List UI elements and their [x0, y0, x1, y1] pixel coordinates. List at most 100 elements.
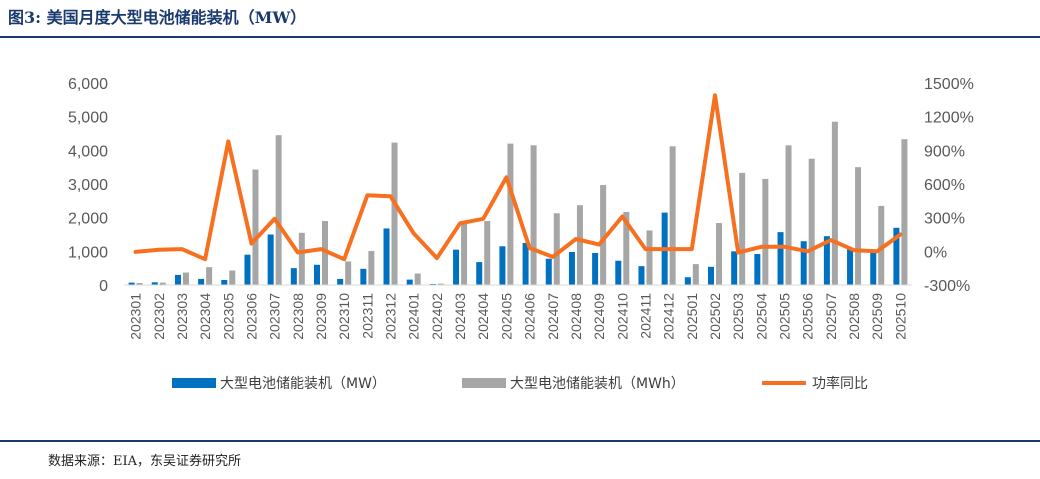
- x-tick-label: 202509: [869, 293, 885, 340]
- bar-mwh: [275, 135, 282, 285]
- bar-mwh: [530, 145, 537, 285]
- x-tick-label: 202510: [892, 293, 908, 340]
- legend-label-yoy: 功率同比: [812, 375, 868, 392]
- bar-mwh: [461, 221, 468, 285]
- bar-mwh: [692, 264, 699, 285]
- bar-mwh: [739, 172, 746, 285]
- bar-mw: [128, 282, 135, 285]
- source-note: 数据来源：EIA，东吴证券研究所: [48, 454, 242, 469]
- bar-mw: [731, 251, 738, 285]
- x-tick-label: 202501: [684, 293, 700, 340]
- legend: 大型电池储能装机（MW） 大型电池储能装机（MWh） 功率同比: [172, 375, 868, 392]
- y-right-tick-label: 300%: [924, 211, 965, 228]
- bar-mw: [615, 260, 622, 285]
- bar-mw: [267, 234, 274, 285]
- bar-mw: [800, 241, 807, 285]
- figure-title: 图3: 美国月度大型电池储能装机（MW）: [8, 8, 307, 27]
- x-tick-label: 202506: [800, 293, 816, 340]
- x-tick-label: 202409: [591, 293, 607, 340]
- bars: [128, 121, 908, 285]
- bar-mw: [870, 251, 877, 285]
- bar-mwh: [136, 282, 143, 285]
- chart: 0 1,000 2,000 3,000 4,000 5,000 6,000 -300% 0% 3…: [68, 76, 974, 392]
- bar-mwh: [762, 178, 769, 285]
- x-tick-label: 202309: [313, 293, 329, 340]
- y-left-tick-label: 5,000: [68, 110, 108, 127]
- bottom-rule: [0, 440, 1040, 442]
- bar-mwh: [298, 232, 305, 285]
- legend-swatch-mw: [172, 378, 216, 388]
- x-tick-label: 202301: [128, 293, 144, 340]
- bar-mw: [221, 279, 228, 285]
- bar-mwh: [878, 205, 885, 285]
- y-left-tick-label: 4,000: [68, 143, 108, 160]
- bar-mw: [174, 274, 181, 285]
- bar-mwh: [785, 145, 792, 285]
- bar-mw: [684, 277, 691, 285]
- bar-mw: [406, 279, 413, 285]
- x-tick-label: 202406: [522, 293, 538, 340]
- bar-mw: [151, 282, 158, 285]
- bar-mwh: [414, 273, 421, 285]
- y-right-axis: -300% 0% 300% 600% 900% 1200% 1500%: [924, 76, 974, 295]
- x-tick-label: 202503: [730, 293, 746, 340]
- x-tick-label: 202508: [846, 293, 862, 340]
- bar-mw: [499, 246, 506, 285]
- bar-mwh: [484, 221, 491, 285]
- bar-mwh: [646, 230, 653, 285]
- x-tick-label: 202302: [151, 293, 167, 340]
- x-tick-label: 202502: [707, 293, 723, 340]
- x-tick-label: 202307: [267, 293, 283, 340]
- bar-mwh: [159, 282, 166, 285]
- bar-mwh: [576, 205, 583, 285]
- bar-mwh: [808, 158, 815, 285]
- y-left-axis: 0 1,000 2,000 3,000 4,000 5,000 6,000: [68, 76, 108, 295]
- y-right-tick-label: 900%: [924, 143, 965, 160]
- x-tick-label: 202303: [174, 293, 190, 340]
- bar-mw: [823, 236, 830, 285]
- bar-mw: [314, 264, 320, 285]
- legend-swatch-mwh: [462, 378, 506, 388]
- x-tick-label: 202504: [753, 293, 769, 340]
- x-tick-label: 202401: [406, 293, 422, 340]
- y-left-tick-label: 6,000: [68, 76, 108, 93]
- bar-mw: [754, 254, 761, 285]
- y-left-tick-label: 2,000: [68, 211, 108, 228]
- x-tick-label: 202507: [823, 293, 839, 340]
- x-tick-label: 202403: [452, 293, 468, 340]
- bar-mw: [592, 253, 599, 285]
- bar-mw: [244, 254, 251, 285]
- x-tick-label: 202412: [661, 293, 677, 340]
- bar-mw: [777, 232, 784, 285]
- bar-mwh: [553, 213, 560, 285]
- top-rule: [0, 36, 1040, 38]
- x-tick-label: 202310: [336, 293, 352, 340]
- bar-mw: [360, 268, 367, 285]
- bar-mw: [893, 227, 900, 285]
- x-axis: 202301 202302 202303 202304 202305 202306 2023…: [128, 293, 909, 340]
- y-right-tick-label: 1500%: [924, 76, 974, 93]
- bar-mwh: [345, 261, 352, 285]
- y-right-tick-label: -300%: [924, 278, 970, 295]
- line-series: [133, 93, 903, 262]
- x-tick-label: 202305: [220, 293, 236, 340]
- y-left-tick-label: 1,000: [68, 244, 108, 261]
- bar-mwh: [437, 283, 444, 285]
- x-tick-label: 202407: [545, 293, 561, 340]
- bar-mwh: [623, 211, 630, 285]
- bar-mw: [708, 266, 714, 285]
- x-tick-label: 202411: [637, 293, 653, 339]
- y-left-tick-label: 0: [99, 278, 108, 295]
- x-tick-label: 202505: [777, 293, 793, 340]
- bar-mwh: [252, 169, 259, 285]
- x-tick-label: 202408: [568, 293, 584, 340]
- bar-mw: [568, 252, 575, 285]
- y-left-tick-label: 3,000: [68, 177, 108, 194]
- x-tick-label: 202405: [498, 293, 514, 340]
- bar-mw: [522, 242, 529, 285]
- legend-label-mw: 大型电池储能装机（MW）: [220, 376, 386, 392]
- bar-mwh: [391, 142, 398, 285]
- bar-mw: [429, 283, 436, 285]
- bar-mw: [545, 258, 552, 285]
- bar-mwh: [716, 223, 722, 285]
